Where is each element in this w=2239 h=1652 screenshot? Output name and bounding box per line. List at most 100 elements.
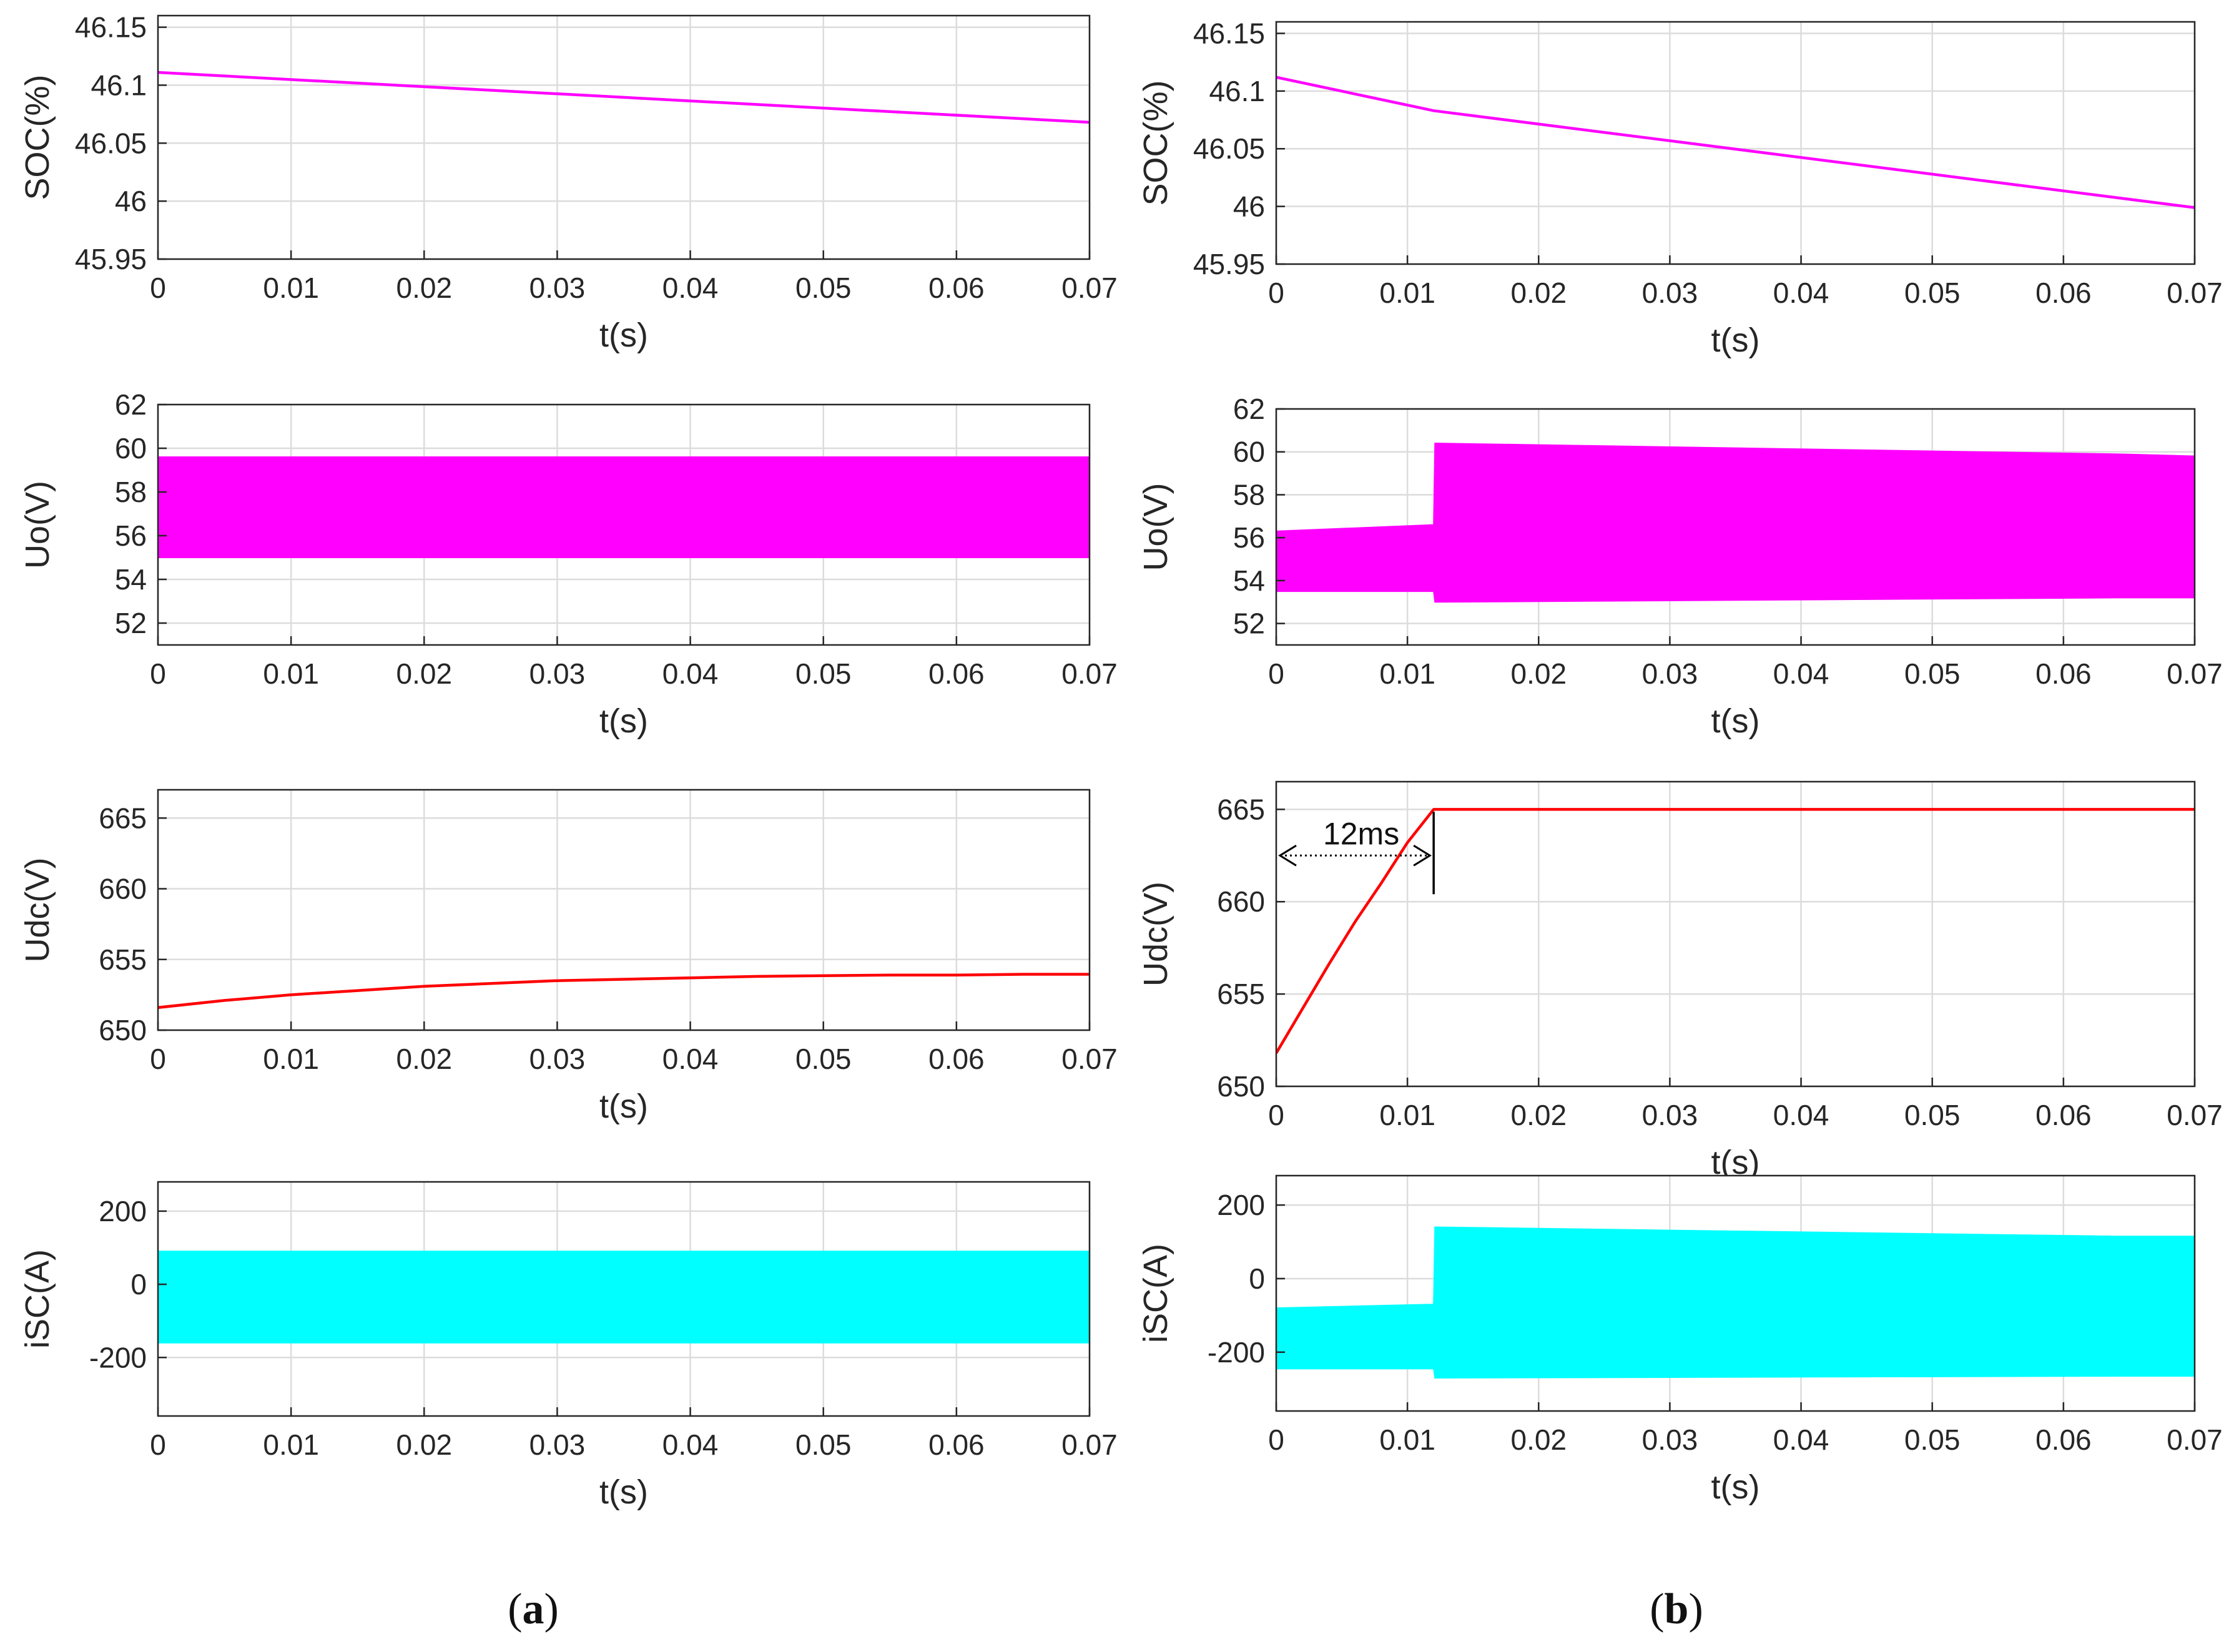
y-tick-label: 62 [115, 388, 147, 421]
series-band-uo [158, 456, 1090, 558]
x-tick-label: 0.01 [1379, 1099, 1435, 1131]
x-axis-label: t(s) [599, 1473, 648, 1511]
y-tick-label: 0 [1249, 1262, 1265, 1295]
panel-b1: 0 0.01 0.02 0.03 0.04 0.05 0.06 0.07 45.95 46 46.0… [1137, 17, 2223, 359]
x-axis-label: t(s) [599, 702, 648, 740]
series-group-b4 [1276, 1226, 2195, 1379]
x-tick-label: 0.07 [2167, 657, 2223, 690]
captions-group: (a) (b) [508, 1585, 1703, 1633]
y-tick-label: 665 [1217, 793, 1265, 825]
x-tick-label: 0 [1268, 1099, 1284, 1131]
y-axis-label: iSC(A) [1137, 1244, 1174, 1343]
y-tick-label: 650 [99, 1014, 147, 1046]
x-tick-label: 0.05 [795, 1428, 852, 1461]
series-group-a4 [158, 1251, 1090, 1344]
x-tick-label: 0.06 [2035, 657, 2092, 690]
x-tick-label: 0.02 [1511, 657, 1567, 690]
series-group-b2 [1276, 442, 2195, 603]
x-tick-label: 0.04 [662, 1043, 719, 1075]
x-tick-label: 0 [1268, 657, 1284, 690]
x-tick-label: 0.02 [1511, 1423, 1567, 1456]
y-tick-label: 200 [1217, 1189, 1265, 1221]
y-tick-label: 660 [99, 873, 147, 905]
x-axis-label: t(s) [1711, 1468, 1760, 1506]
x-tick-label: 0 [150, 1043, 166, 1075]
y-tick-label: 45.95 [75, 243, 147, 275]
series-line-udc [1276, 808, 2195, 1054]
series-group-a3 [158, 973, 1090, 1010]
series-group-a2 [158, 456, 1090, 558]
x-tick-label: 0.03 [1642, 277, 1698, 309]
caption-b-letter: b [1665, 1585, 1689, 1633]
series-band-isc [158, 1251, 1090, 1344]
panel-b2: 0 0.01 0.02 0.03 0.04 0.05 0.06 0.07 52 54 56 58 60 6… [1137, 393, 2223, 740]
y-tick-label: 58 [1233, 478, 1265, 511]
y-tick-label: 56 [115, 519, 147, 552]
series-line-udc [158, 973, 1090, 1010]
x-tick-label: 0.01 [1379, 277, 1435, 309]
panel-b4: 0 0.01 0.02 0.03 0.04 0.05 0.06 0.07 -200 0 200 t(s… [1137, 1174, 2223, 1506]
axes-frame-b2 [1275, 408, 2196, 646]
x-tick-label: 0.07 [1061, 657, 1118, 690]
x-tick-label: 0.05 [1904, 1423, 1961, 1456]
x-axis-label: t(s) [599, 1088, 648, 1125]
plot-area-a3 [158, 790, 1090, 1030]
x-tick-label: 0.02 [396, 1428, 453, 1461]
y-tick-label: 52 [1233, 607, 1265, 640]
y-tick-label: 46.15 [1193, 17, 1265, 49]
x-tick-label: 0.05 [795, 272, 852, 304]
axes-frame-a2 [157, 403, 1091, 646]
axes-frame-a3 [157, 789, 1091, 1031]
x-tick-label: 0.06 [928, 657, 985, 690]
y-axis-label: SOC(%) [19, 75, 56, 200]
x-tick-label: 0.06 [928, 1428, 985, 1461]
x-tick-label: 0.03 [529, 1043, 586, 1075]
x-tick-label: 0.05 [795, 657, 852, 690]
y-tick-label: 655 [99, 943, 147, 976]
x-axis-label: t(s) [1711, 322, 1760, 359]
series-group-a1 [158, 71, 1090, 124]
x-tick-label: 0.02 [1511, 1099, 1567, 1131]
y-tick-label: 54 [115, 563, 147, 596]
y-tick-label: 46 [1233, 190, 1265, 223]
x-tick-label: 0.01 [263, 1428, 319, 1461]
plot-area-a1 [158, 16, 1090, 259]
series-line-soc [1276, 76, 2195, 209]
x-tick-label: 0 [150, 1428, 166, 1461]
x-tick-label: 0.06 [2035, 1099, 2092, 1131]
y-axis-label: iSC(A) [19, 1249, 56, 1349]
x-tick-label: 0 [1268, 277, 1284, 309]
x-tick-label: 0.07 [2167, 1423, 2223, 1456]
x-tick-label: 0.01 [1379, 657, 1435, 690]
y-tick-label: 46 [115, 185, 147, 217]
series-group-b3 [1276, 808, 2195, 1054]
x-tick-label: 0.01 [1379, 1423, 1435, 1456]
x-tick-label: 0.03 [529, 1428, 586, 1461]
x-tick-label: 0 [1268, 1423, 1284, 1456]
y-axis-label: Uo(V) [1137, 483, 1174, 571]
series-band-isc [1276, 1226, 2195, 1379]
axes-frame-b4 [1275, 1174, 2196, 1412]
x-tick-label: 0.02 [396, 272, 453, 304]
y-axis-label: SOC(%) [1137, 81, 1174, 206]
y-tick-label: 46.1 [91, 69, 147, 101]
x-tick-label: 0.03 [529, 272, 586, 304]
x-tick-label: 0.06 [2035, 1423, 2092, 1456]
x-tick-label: 0.06 [928, 1043, 985, 1075]
annotation-arrowhead-right [1413, 845, 1432, 867]
x-tick-label: 0.03 [529, 657, 586, 690]
x-tick-label: 0.04 [662, 272, 719, 304]
x-tick-label: 0.05 [1904, 277, 1961, 309]
y-tick-label: 655 [1217, 978, 1265, 1010]
axes-frame-a4 [157, 1181, 1091, 1417]
y-tick-label: 60 [1233, 436, 1265, 468]
y-axis-label: Udc(V) [1137, 882, 1174, 986]
axes-frame-a1 [157, 14, 1091, 260]
x-tick-label: 0.03 [1642, 657, 1698, 690]
x-tick-label: 0.06 [928, 272, 985, 304]
caption-a: (a) [508, 1585, 559, 1633]
x-tick-label: 0.07 [2167, 277, 2223, 309]
y-tick-label: 46.1 [1209, 75, 1265, 107]
panel-a4: 0 0.01 0.02 0.03 0.04 0.05 0.06 0.07 -200 0 200 t(s… [19, 1181, 1118, 1511]
